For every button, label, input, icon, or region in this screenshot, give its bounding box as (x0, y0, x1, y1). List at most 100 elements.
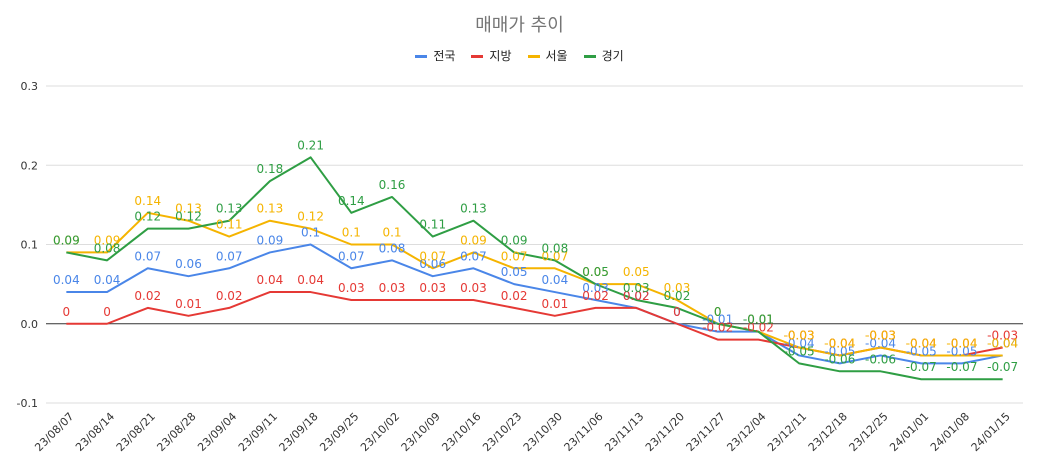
legend-label: 지방 (489, 49, 512, 63)
data-label: 0.1 (342, 226, 361, 240)
y-tick-label: 0.2 (21, 159, 39, 172)
data-label: 0.01 (541, 297, 568, 311)
legend-swatch (583, 55, 596, 58)
data-label: 0.11 (216, 218, 243, 232)
data-label: 0.11 (419, 218, 446, 232)
data-label: 0 (714, 305, 722, 319)
x-tick-label: 23/12/25 (847, 410, 891, 454)
x-tick-label: 23/08/07 (32, 410, 76, 454)
data-label: -0.05 (906, 344, 937, 358)
data-label: 0.09 (257, 233, 284, 247)
y-tick-label: -0.1 (17, 397, 38, 410)
data-label: -0.04 (987, 336, 1018, 350)
data-label: -0.04 (946, 336, 977, 350)
data-label: 0.07 (216, 249, 243, 263)
data-label: 0.03 (582, 281, 609, 295)
data-label: -0.01 (743, 313, 774, 327)
x-tick-label: 23/10/09 (399, 410, 443, 454)
x-tick-label: 23/10/30 (521, 410, 565, 454)
legend-swatch (471, 55, 484, 58)
data-label: 0.06 (419, 257, 446, 271)
x-tick-label: 23/08/28 (154, 410, 198, 454)
data-label: 0.07 (541, 249, 568, 263)
data-label: -0.04 (906, 336, 937, 350)
data-label: -0.03 (865, 329, 896, 343)
data-label: -0.04 (824, 336, 855, 350)
data-label: -0.07 (946, 360, 977, 374)
chart-legend: 전국 지방 서울 경기 (0, 47, 1039, 64)
data-label: 0.04 (94, 273, 121, 287)
legend-item: 지방 (471, 47, 512, 64)
data-label: 0.12 (134, 210, 161, 224)
data-label: 0.03 (379, 281, 406, 295)
data-label: 0.21 (297, 138, 324, 152)
x-tick-label: 23/09/18 (277, 410, 321, 454)
data-label: 0.04 (297, 273, 324, 287)
data-label: -0.05 (784, 344, 815, 358)
data-label: -0.06 (865, 352, 896, 366)
data-label: -0.05 (946, 344, 977, 358)
data-label: 0 (714, 305, 722, 319)
series-line-4 (66, 156, 1003, 381)
data-label: 0.1 (301, 226, 320, 240)
data-label: 0.07 (338, 249, 365, 263)
data-label: 0.14 (338, 194, 365, 208)
data-label: 0.16 (379, 178, 406, 192)
data-label: -0.04 (865, 336, 896, 350)
data-label: 0.09 (501, 233, 528, 247)
legend-item: 서울 (527, 47, 568, 64)
x-tick-label: 23/10/16 (439, 410, 483, 454)
x-tick-label: 23/12/04 (724, 410, 768, 454)
data-label: -0.04 (946, 336, 977, 350)
data-label: -0.02 (743, 321, 774, 335)
x-tick-label: 24/01/01 (887, 410, 931, 454)
data-label: -0.05 (824, 344, 855, 358)
data-label: 0.12 (175, 210, 202, 224)
legend-item: 전국 (415, 47, 455, 64)
legend-label: 전국 (433, 49, 456, 63)
data-label: -0.04 (824, 336, 855, 350)
data-label: 0.01 (175, 297, 202, 311)
x-tick-label: 23/11/20 (643, 410, 687, 454)
data-label: -0.01 (743, 313, 774, 327)
x-tick-label: 23/11/06 (562, 410, 606, 454)
data-label: 0.09 (460, 233, 487, 247)
data-label: 0.1 (382, 226, 401, 240)
data-label: -0.07 (906, 360, 937, 374)
data-label: 0 (673, 305, 681, 319)
data-label: 0.04 (541, 273, 568, 287)
data-label: 0.02 (501, 289, 528, 303)
series-line-1 (66, 243, 1003, 365)
chart-title: 매매가 추이 (475, 15, 564, 36)
data-label: 0.07 (134, 249, 161, 263)
data-label: 0 (103, 305, 111, 319)
data-label: 0.05 (582, 265, 609, 279)
data-label: 0.03 (338, 281, 365, 295)
data-label: 0.12 (297, 210, 324, 224)
data-label: -0.03 (784, 329, 815, 343)
data-label: 0.02 (134, 289, 161, 303)
data-label: 0.13 (175, 202, 202, 216)
legend-label: 서울 (545, 49, 568, 63)
data-label: 0.09 (53, 233, 80, 247)
data-label: 0.02 (623, 289, 650, 303)
data-label: 0.13 (257, 202, 284, 216)
data-label: 0 (673, 305, 681, 319)
data-label: 0.07 (460, 249, 487, 263)
data-label: 0.06 (175, 257, 202, 271)
data-label: 0.13 (216, 202, 243, 216)
data-label: 0.03 (623, 281, 650, 295)
data-label: 0.03 (664, 281, 691, 295)
data-label: 0.08 (94, 241, 121, 255)
data-label: 0.03 (460, 281, 487, 295)
data-label: 0.05 (501, 265, 528, 279)
x-tick-label: 23/08/14 (73, 410, 117, 454)
data-label: 0.02 (216, 289, 243, 303)
x-tick-label: 23/12/18 (806, 410, 850, 454)
x-tick-label: 24/01/08 (928, 410, 972, 454)
legend-label: 경기 (601, 49, 624, 63)
data-label: -0.03 (865, 329, 896, 343)
data-label: -0.02 (702, 321, 733, 335)
data-label: -0.04 (987, 336, 1018, 350)
